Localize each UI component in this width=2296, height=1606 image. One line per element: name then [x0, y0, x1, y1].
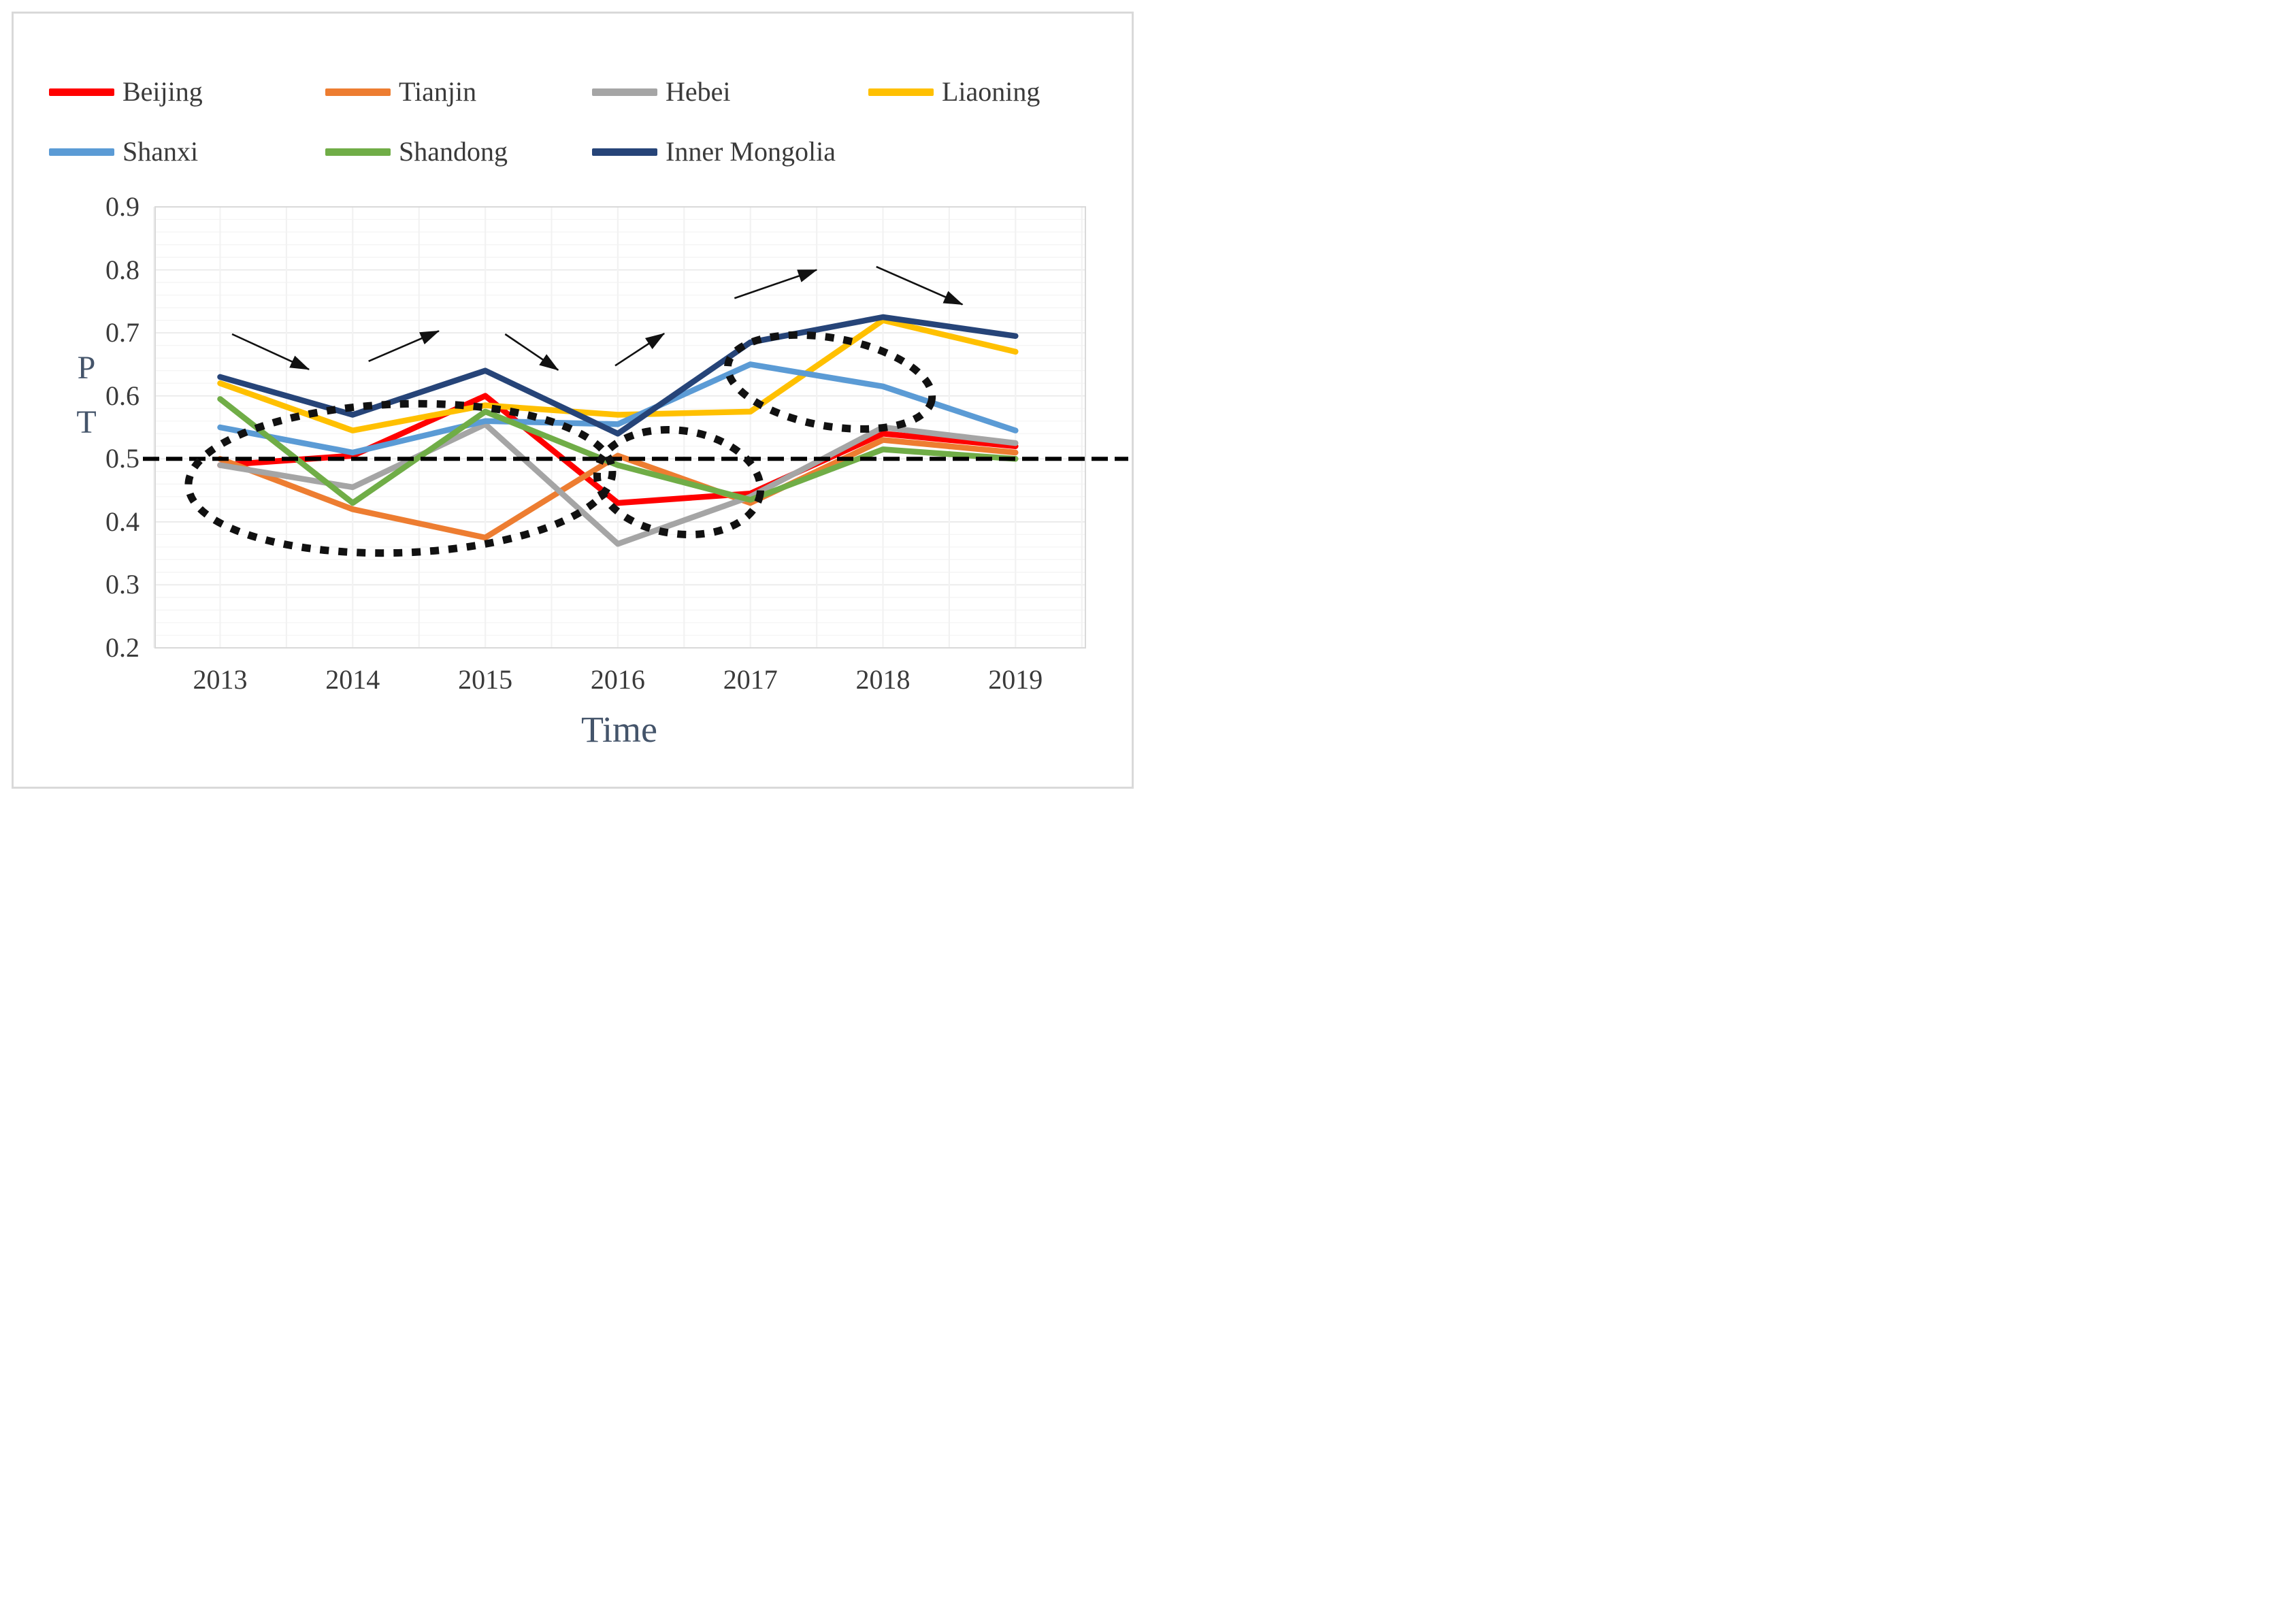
legend-swatch-liaoning — [868, 88, 934, 96]
y-tick-label: 0.7 — [105, 317, 140, 348]
legend-swatch-hebei — [592, 88, 657, 96]
series-line-shanxi — [217, 361, 1019, 456]
x-tick-label: 2018 — [855, 664, 911, 695]
series-line-beijing — [217, 393, 1019, 506]
legend-swatch-tianjin — [325, 88, 391, 96]
y-tick-label: 0.3 — [105, 569, 140, 600]
legend-label: Shandong — [399, 136, 508, 167]
x-tick-label: 2019 — [988, 664, 1043, 695]
trend-arrow-1-down — [231, 333, 310, 371]
legend-label: Tianjin — [399, 76, 477, 107]
legend-label: Beijing — [122, 76, 203, 107]
legend-swatch-shandong — [325, 148, 391, 156]
y-tick-label: 0.4 — [105, 506, 140, 537]
ellipse-annotation-3 — [724, 331, 936, 433]
legend-swatch-beijing — [49, 88, 114, 96]
trend-arrow-4-up — [614, 332, 666, 367]
legend-item-inner-mongolia: Inner Mongolia — [592, 133, 836, 171]
legend-item-hebei: Hebei — [592, 73, 731, 111]
y-tick-label: 0.9 — [105, 191, 140, 222]
legend-item-shandong: Shandong — [325, 133, 508, 171]
y-axis-title-line1: P — [77, 350, 96, 386]
y-tick-label: 0.5 — [105, 443, 140, 474]
x-tick-label: 2015 — [458, 664, 513, 695]
legend-item-shanxi: Shanxi — [49, 133, 198, 171]
series-line-liaoning — [217, 317, 1019, 433]
x-tick-label: 2017 — [723, 664, 778, 695]
legend-label: Shanxi — [122, 136, 199, 167]
y-tick-label: 0.8 — [105, 254, 140, 285]
legend-label: Inner Mongolia — [666, 136, 836, 167]
trend-arrow-5-up — [734, 269, 818, 299]
legend-item-beijing: Beijing — [49, 73, 203, 111]
trend-arrow-3-down — [504, 333, 559, 371]
x-tick-label: 2014 — [325, 664, 380, 695]
legend-swatch-inner-mongolia — [592, 148, 657, 156]
x-tick-label: 2013 — [193, 664, 248, 695]
legend-item-tianjin: Tianjin — [325, 73, 476, 111]
series-line-tianjin — [217, 437, 1019, 541]
x-axis-title: Time — [580, 709, 658, 750]
legend-swatch-shanxi — [49, 148, 114, 156]
figure-frame — [12, 12, 1134, 789]
ellipse-annotation-2 — [593, 426, 765, 539]
plot-border — [154, 206, 1086, 649]
y-axis-title-line2: T — [76, 404, 97, 440]
y-tick-label: 0.2 — [105, 632, 140, 663]
trend-arrow-6-down — [876, 265, 964, 306]
legend-item-liaoning: Liaoning — [868, 73, 1040, 111]
x-tick-label: 2016 — [590, 664, 645, 695]
line-chart-plot — [143, 206, 1128, 649]
chart-figure: Beijing Tianjin Hebei Liaoning Shanxi Sh… — [0, 0, 1148, 803]
series-line-shandong — [217, 396, 1019, 506]
trend-arrow-2-up — [368, 330, 440, 362]
y-tick-label: 0.6 — [105, 380, 140, 411]
legend-label: Hebei — [666, 76, 731, 107]
legend-label: Liaoning — [942, 76, 1040, 107]
series-line-inner-mongolia — [217, 314, 1019, 437]
